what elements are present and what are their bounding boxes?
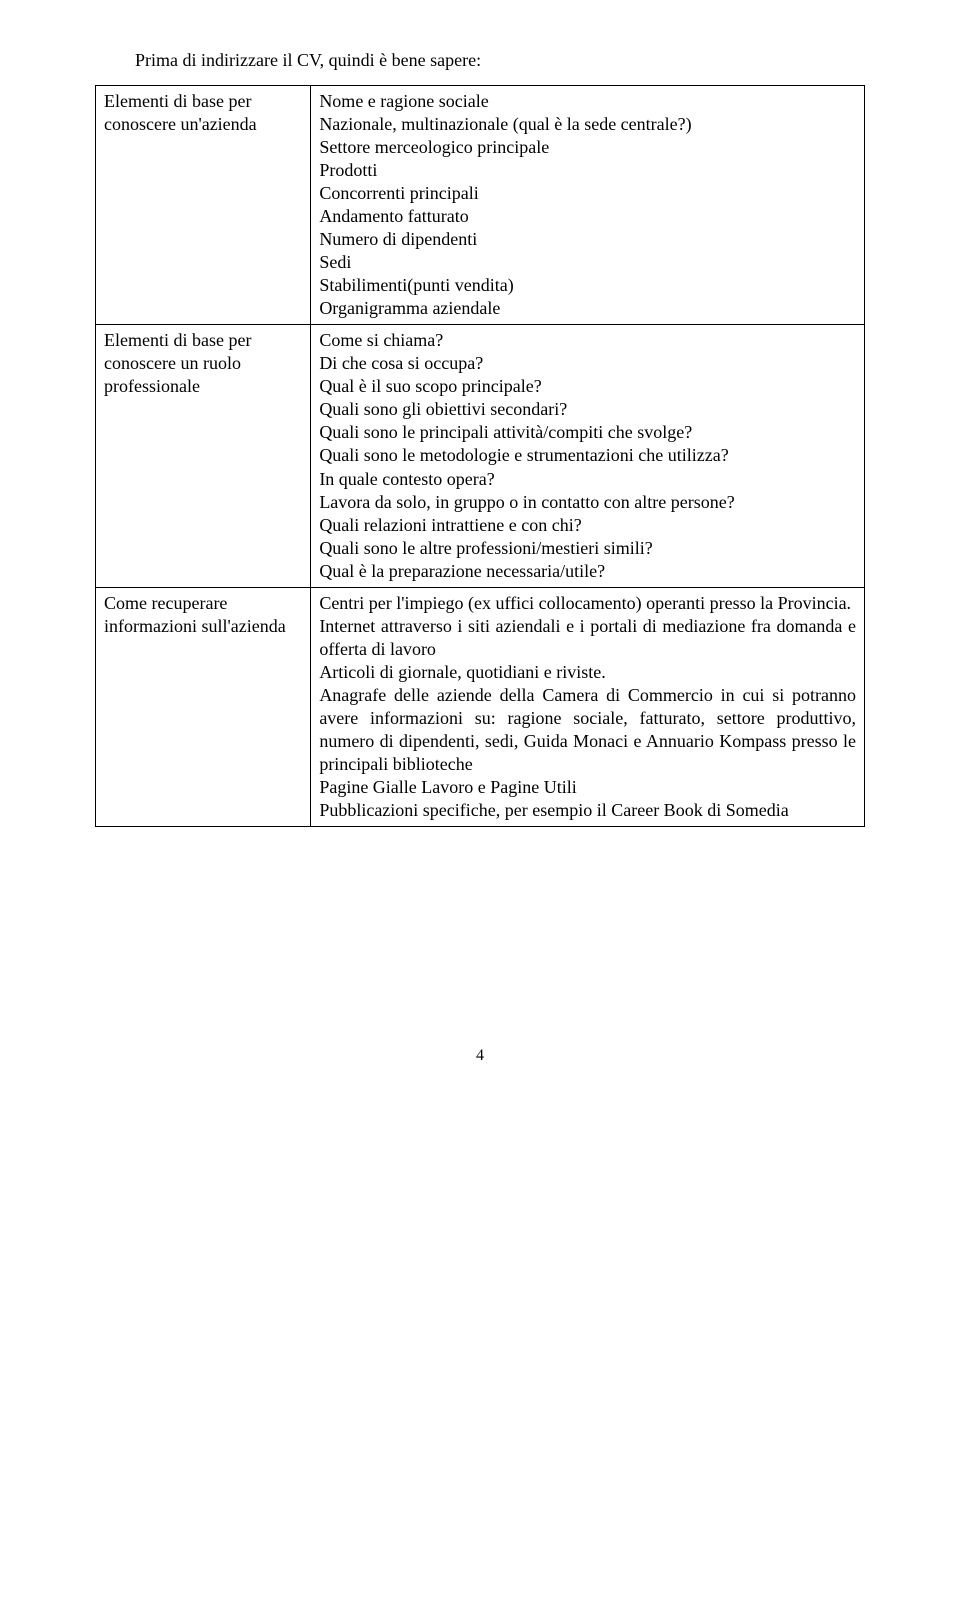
intro-text: Prima di indirizzare il CV, quindi è ben…	[135, 50, 865, 71]
cell-left-1: Elementi di base per conoscere un ruolo …	[96, 325, 311, 587]
table-row: Elementi di base per conoscere un'aziend…	[96, 86, 865, 325]
document-page: Prima di indirizzare il CV, quindi è ben…	[0, 0, 960, 1125]
table-row: Come recuperare informazioni sull'aziend…	[96, 587, 865, 826]
info-table: Elementi di base per conoscere un'aziend…	[95, 85, 865, 827]
cell-right-2: Centri per l'impiego (ex uffici collocam…	[311, 587, 865, 826]
cell-right-0: Nome e ragione socialeNazionale, multina…	[311, 86, 865, 325]
page-number: 4	[95, 1047, 865, 1065]
table-row: Elementi di base per conoscere un ruolo …	[96, 325, 865, 587]
cell-right-1: Come si chiama?Di che cosa si occupa?Qua…	[311, 325, 865, 587]
cell-left-0: Elementi di base per conoscere un'aziend…	[96, 86, 311, 325]
cell-left-2: Come recuperare informazioni sull'aziend…	[96, 587, 311, 826]
